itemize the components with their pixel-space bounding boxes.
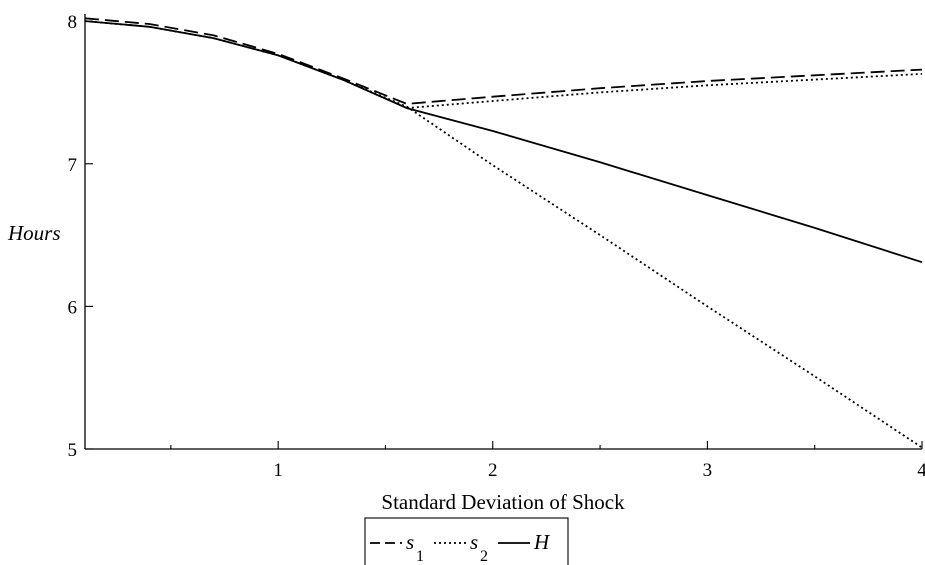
legend-subscript-1: 2: [480, 548, 488, 565]
series-line-s2-2: [406, 73, 923, 109]
series-line-s1-0: [84, 17, 923, 105]
legend-label-2: H: [533, 530, 551, 554]
axes: [84, 14, 922, 450]
y-axis-label: Hours: [7, 221, 61, 245]
y-tick-label-0: 5: [68, 440, 78, 461]
x-tick-label-1: 2: [488, 460, 498, 481]
x-tick-label-2: 3: [703, 460, 713, 481]
series-line-H-3: [84, 20, 923, 264]
x-axis-label: Standard Deviation of Shock: [381, 490, 625, 514]
legend-label-1: s: [470, 530, 478, 554]
series-group: [84, 17, 923, 449]
y-tick-label-1: 6: [68, 297, 78, 318]
y-tick-label-3: 8: [68, 12, 78, 33]
series-line-s2-1: [84, 20, 923, 449]
y-ticks: 5 6 7 8: [68, 12, 93, 461]
x-tick-label-0: 1: [273, 460, 283, 481]
y-tick-label-2: 7: [68, 155, 78, 176]
x-ticks: 1 2 3 4: [170, 441, 925, 481]
legend-subscript-0: 1: [416, 548, 424, 565]
legend-label-0: s: [406, 530, 414, 554]
x-tick-label-3: 4: [917, 460, 925, 481]
legend-box: [364, 517, 569, 565]
